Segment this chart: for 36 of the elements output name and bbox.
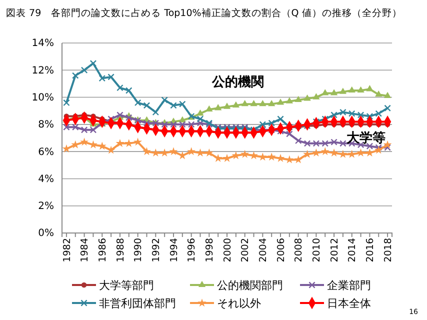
x-tick-label: 2014 (347, 238, 358, 262)
legend-label: 日本全体 (327, 297, 371, 310)
legend-label: 非営利団体部門 (99, 297, 176, 310)
x-tick-label: 2018 (382, 238, 394, 262)
y-tick-label: 12% (32, 65, 54, 76)
annotation: 公的機関 (211, 75, 264, 90)
x-tick-label: 1992 (150, 238, 162, 262)
chart-title: 図表 79 各部門の論文数に占める Top10%補正論文数の割合（Q 値）の推移（全分野） (6, 7, 402, 19)
y-tick-label: 6% (38, 146, 54, 158)
x-tick-label: 1990 (133, 238, 144, 262)
x-tick-label: 2000 (222, 238, 234, 262)
x-tick-label: 2016 (365, 238, 376, 262)
x-tick-label: 2004 (258, 238, 269, 262)
x-tick-label: 1982 (62, 238, 73, 262)
annotation: 大学等 (346, 131, 386, 146)
legend-label: それ以外 (217, 297, 261, 310)
x-tick-label: 2006 (276, 238, 287, 262)
x-tick-label: 2010 (312, 238, 323, 262)
legend-label: 企業部門 (327, 279, 371, 292)
x-tick-label: 1998 (204, 238, 216, 262)
legend-label: 公的機関部門 (217, 279, 283, 292)
y-tick-label: 4% (38, 174, 54, 185)
legend-label: 大学等部門 (99, 279, 154, 292)
x-tick-label: 1988 (115, 238, 126, 262)
x-tick-label: 2008 (294, 238, 305, 262)
y-tick-label: 10% (32, 92, 54, 104)
y-tick-label: 14% (32, 38, 54, 50)
x-tick-label: 2012 (329, 238, 340, 262)
x-tick-label: 1986 (97, 238, 108, 262)
y-tick-label: 8% (38, 120, 54, 131)
x-tick-label: 1996 (186, 238, 198, 262)
x-tick-label: 2002 (240, 238, 252, 262)
x-tick-label: 1984 (80, 238, 91, 262)
x-tick-label: 1994 (168, 238, 180, 262)
y-tick-label: 0% (38, 228, 54, 240)
y-tick-label: 2% (38, 201, 54, 212)
